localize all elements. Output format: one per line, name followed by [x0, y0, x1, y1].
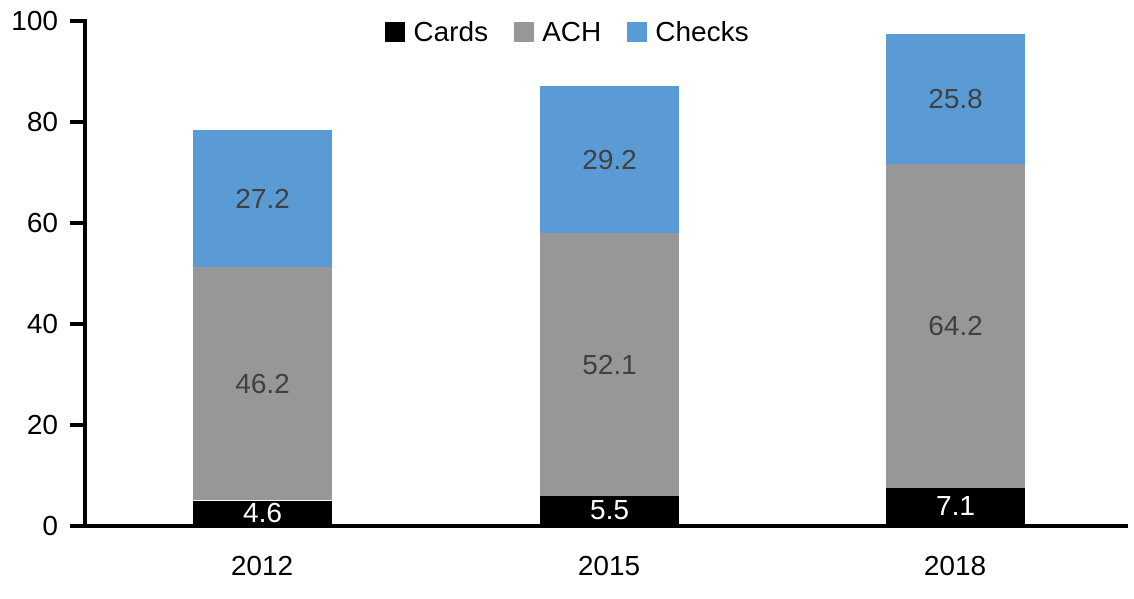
y-tick-label: 40 — [26, 308, 58, 339]
legend-label-checks: Checks — [655, 16, 749, 47]
x-category-label: 2012 — [230, 550, 294, 581]
bar-value-label: 64.2 — [928, 310, 983, 341]
y-axis-tick — [70, 19, 83, 23]
bar-segment-cards: 5.5 — [540, 494, 679, 525]
legend-item-cards: Cards — [385, 15, 488, 49]
legend-label-cards: Cards — [413, 16, 489, 47]
y-axis-tick — [70, 322, 83, 326]
legend-item-checks: Checks — [627, 15, 749, 49]
bar-segment-ach: 64.2 — [886, 164, 1025, 488]
legend-item-ach: ACH — [514, 15, 601, 49]
y-tick-label: 60 — [26, 207, 58, 238]
bar-value-label: 52.1 — [582, 348, 637, 380]
x-category-label: 2015 — [577, 550, 641, 581]
y-axis-tick — [70, 423, 83, 427]
bar-segment-ach: 46.2 — [193, 267, 332, 500]
y-tick-label: 0 — [42, 510, 58, 541]
legend-swatch-ach — [514, 22, 535, 42]
x-axis-line — [83, 524, 1128, 528]
bar-value-label: 46.2 — [235, 367, 290, 399]
y-axis-tick — [70, 524, 83, 528]
y-axis-tick — [70, 120, 83, 124]
bar-segment-checks: 27.2 — [193, 130, 332, 267]
bar-value-label: 5.5 — [590, 494, 629, 525]
bar-segment-cards: 7.1 — [886, 488, 1025, 524]
x-category-label: 2018 — [923, 550, 987, 581]
chart-legend: Cards ACH Checks — [0, 15, 1134, 49]
y-axis-line — [83, 19, 87, 528]
bar-segment-checks: 29.2 — [540, 86, 679, 233]
bar-value-label: 27.2 — [235, 182, 290, 214]
bar-value-label: 4.6 — [243, 496, 282, 528]
bar-segment-checks: 25.8 — [886, 34, 1025, 164]
legend-swatch-cards — [385, 22, 406, 42]
legend-label-ach: ACH — [542, 16, 602, 47]
y-tick-label: 100 — [11, 5, 58, 36]
bar-segment-cards: 4.6 — [193, 497, 332, 528]
bar-value-label: 7.1 — [936, 490, 975, 521]
y-tick-label: 20 — [26, 409, 58, 440]
legend-swatch-checks — [627, 22, 648, 42]
bar-value-label: 25.8 — [928, 83, 983, 114]
bar-value-label: 29.2 — [582, 143, 637, 175]
y-axis-tick — [70, 221, 83, 225]
bar-segment-ach: 52.1 — [540, 233, 679, 496]
y-tick-label: 80 — [26, 106, 58, 137]
